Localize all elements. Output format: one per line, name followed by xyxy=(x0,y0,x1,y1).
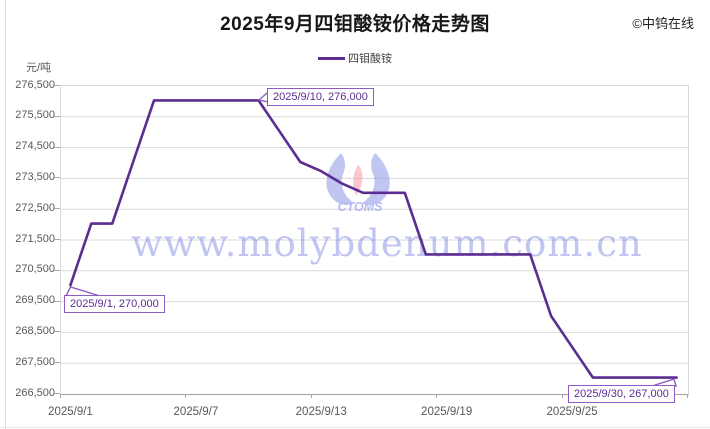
y-axis-tick-label: 266,500 xyxy=(15,386,55,399)
logo-left-flame xyxy=(326,153,355,206)
y-axis-tick-label: 272,500 xyxy=(15,201,55,214)
y-axis-tick-label: 273,500 xyxy=(15,170,55,183)
y-axis-tick-mark xyxy=(54,300,60,302)
y-axis-tick-mark xyxy=(54,393,60,394)
y-axis-tick-label: 267,500 xyxy=(15,355,55,368)
x-axis-tick-label: 2025/9/25 xyxy=(546,406,598,418)
y-axis-tick-mark xyxy=(54,85,60,86)
y-axis-tick-mark xyxy=(54,115,60,117)
x-axis-tick-mark xyxy=(561,394,563,398)
y-axis-unit-label: 元/吨 xyxy=(26,62,52,74)
chart-title: 2025年9月四钼酸铵价格走势图 xyxy=(220,14,490,35)
copyright-label: ©中钨在线 xyxy=(632,16,694,31)
x-axis-tick-label: 2025/9/13 xyxy=(295,406,347,418)
x-axis-tick-mark xyxy=(185,394,187,398)
y-axis-tick-mark xyxy=(54,146,60,148)
y-axis-tick-label: 268,500 xyxy=(15,324,55,337)
page-left-border xyxy=(5,0,6,429)
logo-text: CTOMS xyxy=(338,200,383,213)
x-axis-tick-label: 2025/9/7 xyxy=(173,406,219,418)
x-axis-tick-mark xyxy=(60,394,61,398)
y-axis-tick-label: 274,500 xyxy=(15,140,55,153)
ctoms-logo-watermark: CTOMS xyxy=(326,153,390,213)
x-axis-tick-mark xyxy=(436,394,438,398)
logo-right-flame xyxy=(361,153,390,206)
y-axis-tick-label: 270,500 xyxy=(15,263,55,276)
y-axis-tick-mark xyxy=(54,208,60,210)
x-axis-tick-label: 2025/9/19 xyxy=(421,406,473,418)
y-axis-tick-label: 276,500 xyxy=(15,78,55,91)
x-axis-tick-label: 2025/9/1 xyxy=(48,406,93,418)
legend-series-label: 四钼酸铵 xyxy=(348,53,392,65)
y-axis-tick-label: 269,500 xyxy=(15,294,55,307)
y-axis-tick-mark xyxy=(54,362,60,364)
page-bottom-border xyxy=(0,427,710,428)
logo-pink-flame xyxy=(353,164,363,196)
y-axis-tick-mark xyxy=(54,239,60,240)
y-axis-tick-label: 271,500 xyxy=(15,232,55,245)
x-axis-tick-mark xyxy=(310,394,312,398)
legend-line-swatch xyxy=(318,56,345,60)
y-axis-tick-mark xyxy=(54,269,60,271)
legend: 四钼酸铵 xyxy=(0,50,710,66)
y-axis-tick-mark xyxy=(54,331,60,333)
y-axis-tick-mark xyxy=(54,177,60,179)
url-watermark: www.molybdenum.com.cn xyxy=(131,222,643,265)
x-axis-tick-mark xyxy=(687,394,688,398)
y-axis-tick-label: 275,500 xyxy=(15,109,55,122)
